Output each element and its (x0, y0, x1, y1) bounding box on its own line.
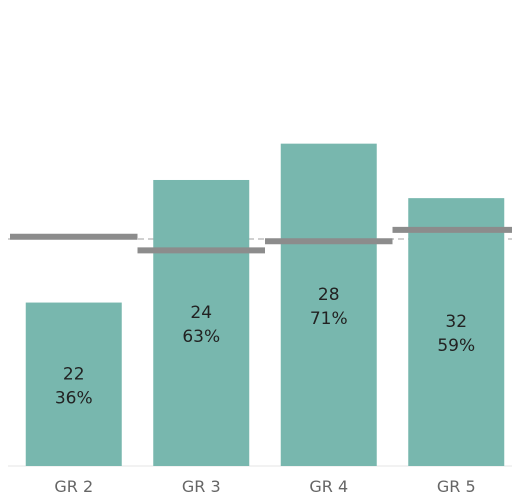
bar (280, 143, 377, 466)
data-label-percent: 59% (437, 336, 475, 356)
data-label-count: 32 (445, 312, 467, 332)
bar (25, 302, 122, 466)
data-label-count: 22 (63, 364, 85, 384)
data-label-count: 28 (318, 285, 340, 305)
data-label-percent: 71% (310, 309, 348, 329)
x-tick-label: GR 3 (182, 477, 221, 496)
x-tick-label: GR 5 (437, 477, 476, 496)
bar (153, 179, 250, 467)
bar (408, 198, 505, 466)
data-label-percent: 36% (55, 388, 93, 408)
data-label-percent: 63% (182, 327, 220, 347)
x-tick-label: GR 4 (309, 477, 348, 496)
data-label-count: 24 (190, 303, 212, 323)
x-tick-label: GR 2 (54, 477, 93, 496)
